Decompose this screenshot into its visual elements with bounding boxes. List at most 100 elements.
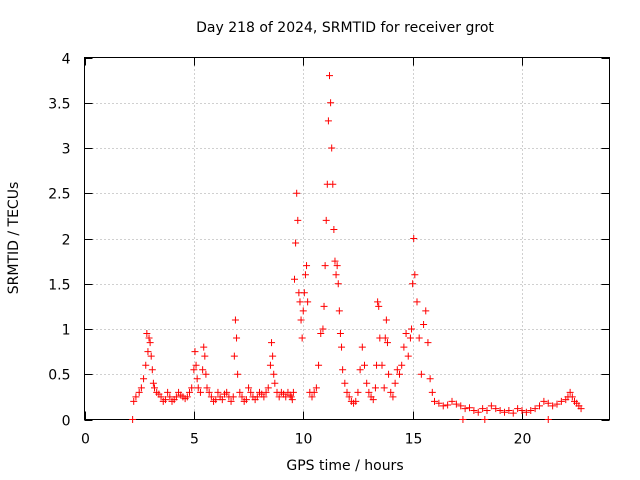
- data-point: [271, 379, 279, 387]
- data-point: [269, 352, 277, 360]
- data-point: [406, 334, 414, 342]
- data-point: [369, 396, 377, 404]
- data-point: [431, 397, 438, 405]
- data-point: [143, 330, 151, 338]
- data-point: [164, 388, 172, 396]
- data-point: [260, 393, 268, 401]
- data-point: [540, 397, 548, 405]
- y-tick-label: 1.5: [48, 278, 70, 294]
- data-point: [333, 262, 341, 270]
- data-point: [354, 388, 362, 396]
- data-point: [196, 388, 204, 396]
- data-point: [518, 406, 526, 414]
- data-point: [331, 257, 339, 265]
- data-point: [568, 393, 576, 401]
- data-point: [514, 405, 522, 413]
- data-point: [242, 396, 250, 404]
- data-point: [298, 334, 306, 342]
- data-point: [149, 379, 157, 387]
- data-point: [549, 402, 557, 410]
- series-srmtid: [129, 72, 585, 423]
- data-point: [352, 397, 360, 405]
- data-point: [522, 408, 530, 416]
- data-point: [148, 366, 156, 374]
- data-point: [487, 402, 495, 410]
- data-point: [233, 334, 241, 342]
- data-point: [262, 388, 270, 396]
- data-point: [227, 397, 235, 405]
- data-point: [332, 271, 340, 279]
- data-point: [339, 366, 347, 374]
- data-point: [234, 370, 242, 378]
- data-point: [328, 144, 336, 152]
- data-point: [299, 307, 307, 315]
- data-point: [166, 393, 174, 401]
- data-point: [245, 384, 253, 392]
- data-point: [231, 316, 239, 324]
- data-point: [389, 393, 397, 401]
- chart-title: Day 218 of 2024, SRMTID for receiver gro…: [196, 20, 494, 36]
- data-point: [452, 400, 460, 408]
- data-point: [448, 397, 456, 405]
- y-tick-label: 2: [62, 233, 71, 249]
- data-point: [381, 334, 389, 342]
- data-point: [188, 384, 196, 392]
- data-point: [147, 352, 155, 360]
- x-tick-label: 10: [295, 432, 313, 448]
- data-point: [415, 334, 423, 342]
- data-point: [400, 343, 408, 351]
- data-point: [130, 397, 138, 405]
- data-point: [317, 330, 325, 338]
- data-point: [383, 339, 391, 347]
- data-point: [566, 388, 574, 396]
- data-points: [129, 72, 585, 423]
- data-point: [479, 405, 487, 413]
- data-point: [201, 352, 209, 360]
- data-point: [396, 370, 403, 378]
- data-point: [345, 393, 353, 401]
- data-point: [544, 416, 552, 423]
- grid-lines: [84, 57, 610, 420]
- data-point: [212, 396, 220, 404]
- data-point: [527, 406, 535, 414]
- data-point: [402, 330, 410, 338]
- data-point: [413, 298, 421, 306]
- data-point: [343, 388, 351, 396]
- data-point: [544, 399, 552, 407]
- data-point: [172, 393, 180, 401]
- data-point: [444, 401, 452, 409]
- x-tick-label: 0: [81, 432, 90, 448]
- y-tick-label: 2.5: [48, 187, 70, 203]
- data-point: [236, 388, 244, 396]
- data-point: [137, 384, 145, 392]
- data-point: [457, 402, 465, 410]
- data-point: [426, 375, 434, 383]
- data-point: [365, 388, 373, 396]
- data-point: [229, 393, 237, 401]
- data-point: [557, 397, 565, 405]
- data-point: [192, 361, 200, 369]
- data-point: [186, 388, 193, 396]
- data-point: [439, 402, 447, 410]
- data-point: [341, 379, 349, 387]
- data-point: [375, 302, 383, 310]
- data-point: [422, 307, 430, 315]
- data-point: [297, 316, 305, 324]
- y-tick-label: 0: [62, 414, 71, 430]
- data-point: [144, 348, 152, 356]
- data-point: [135, 388, 143, 396]
- y-axis-label: SRMTID / TECUs: [6, 182, 22, 295]
- data-point: [496, 406, 504, 414]
- data-point: [146, 339, 154, 347]
- data-point: [294, 216, 302, 224]
- data-point: [293, 189, 301, 197]
- data-point: [363, 379, 371, 387]
- data-point: [326, 72, 333, 80]
- data-point: [371, 384, 379, 392]
- data-point: [361, 361, 368, 369]
- data-point: [218, 396, 226, 404]
- data-point: [417, 370, 425, 378]
- data-point: [327, 99, 335, 107]
- y-tick-label: 4: [62, 52, 71, 68]
